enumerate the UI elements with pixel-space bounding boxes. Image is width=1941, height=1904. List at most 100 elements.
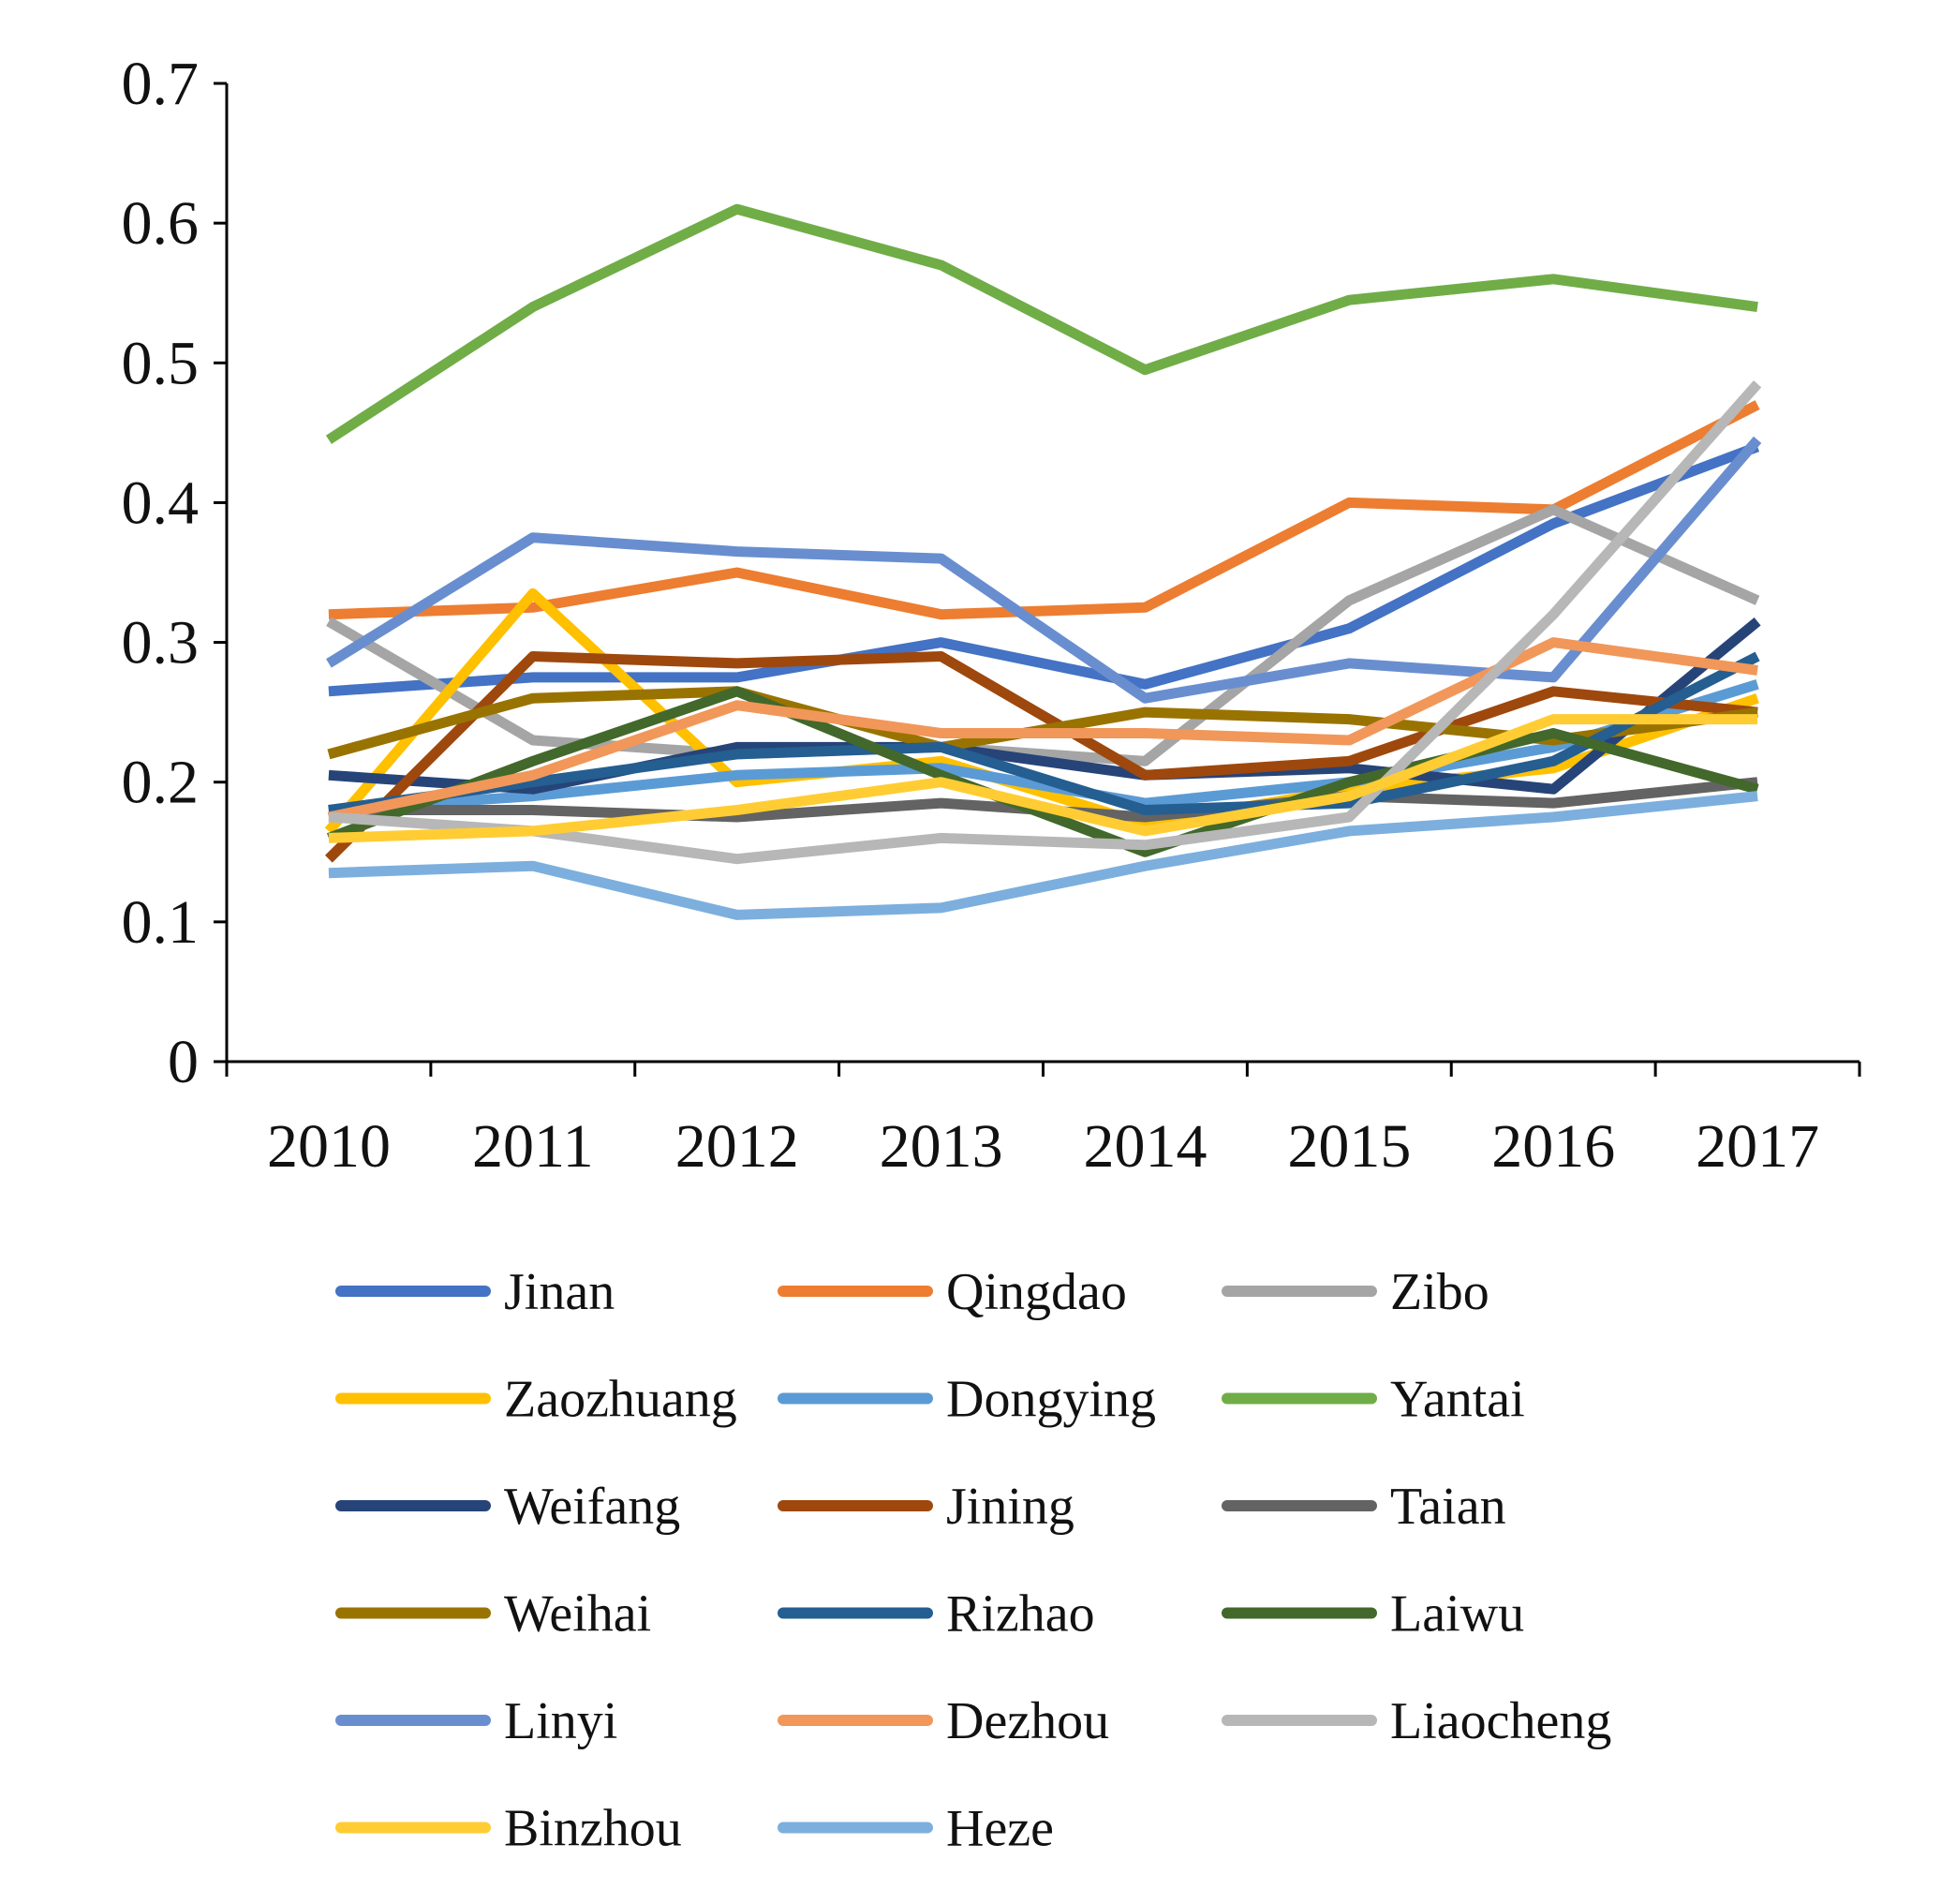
data-point-taian <box>1548 798 1559 809</box>
data-point-liaocheng <box>936 833 946 843</box>
data-point-jining <box>323 854 333 864</box>
data-point-yantai <box>323 435 333 445</box>
legend-label: Heze <box>946 1800 1054 1858</box>
data-point-rizhao <box>1548 756 1559 766</box>
y-tick-label: 0.5 <box>122 329 200 397</box>
legend-item-rizhao: Rizhao <box>778 1585 1095 1644</box>
data-point-zaozhuang <box>1753 693 1763 704</box>
data-point-dezhou <box>1344 735 1355 745</box>
series-line-liaocheng <box>328 380 1762 865</box>
legend-label: Laiwu <box>1390 1585 1524 1644</box>
data-point-zibo <box>323 617 333 627</box>
data-point-dezhou <box>732 700 742 710</box>
data-point-dezhou <box>527 770 538 781</box>
data-point-heze <box>1548 812 1559 823</box>
y-tick-label: 0.2 <box>122 749 200 817</box>
series-line-qingdao <box>328 400 1760 620</box>
data-point-jinan <box>323 686 333 696</box>
data-point-jining <box>732 658 742 668</box>
data-point-jining <box>527 651 538 662</box>
data-point-rizhao <box>1140 805 1150 815</box>
legend-label: Liaocheng <box>1390 1692 1611 1750</box>
data-point-liaocheng <box>1753 379 1763 389</box>
data-point-heze <box>1140 861 1150 871</box>
data-point-qingdao <box>1140 602 1150 613</box>
data-point-yantai <box>1548 274 1559 284</box>
data-point-weihai <box>1344 714 1355 724</box>
legend-label: Taian <box>1390 1478 1506 1536</box>
data-point-rizhao <box>732 749 742 759</box>
data-point-dezhou <box>1140 728 1150 738</box>
data-point-weifang <box>1548 784 1559 795</box>
legend-item-heze: Heze <box>778 1800 1054 1858</box>
legend-item-liaocheng: Liaocheng <box>1222 1692 1611 1750</box>
legend: Jinan Qingdao Zibo Zaozhuang Dongying Yantai W… <box>335 1263 1611 1858</box>
data-point-yantai <box>1140 364 1150 375</box>
data-point-rizhao <box>936 742 946 752</box>
data-point-binzhou <box>732 805 742 815</box>
legend-label: Zaozhuang <box>504 1371 737 1429</box>
data-point-linyi <box>1140 693 1150 704</box>
data-point-dezhou <box>936 728 946 738</box>
data-point-heze <box>732 910 742 920</box>
data-point-yantai <box>527 302 538 312</box>
data-point-zibo <box>1548 504 1559 514</box>
x-tick-label: 2017 <box>1696 1112 1819 1181</box>
data-point-jining <box>1344 756 1355 766</box>
legend-label: Linyi <box>504 1692 617 1750</box>
data-point-qingdao <box>1344 498 1355 508</box>
x-tick-label: 2013 <box>880 1112 1003 1181</box>
data-point-dongying <box>732 770 742 781</box>
data-point-linyi <box>936 554 946 564</box>
data-point-dezhou <box>1753 665 1763 676</box>
legend-item-laiwu: Laiwu <box>1222 1585 1524 1644</box>
y-tick-label: 0.6 <box>122 189 200 258</box>
legend-item-jining: Jining <box>778 1478 1074 1536</box>
data-point-taian <box>527 805 538 815</box>
data-point-weifang <box>1753 617 1763 627</box>
legend-label: Binzhou <box>504 1800 682 1858</box>
data-point-dezhou <box>1548 637 1559 647</box>
y-tick-label: 0.1 <box>122 888 200 957</box>
series-line-yantai <box>325 203 1758 444</box>
series-line-laiwu <box>326 686 1759 857</box>
data-point-jinan <box>732 672 742 682</box>
data-point-heze <box>936 902 946 913</box>
data-point-linyi <box>1548 672 1559 682</box>
legend-item-dezhou: Dezhou <box>778 1692 1109 1750</box>
legend-label: Weihai <box>504 1585 651 1644</box>
legend-item-qingdao: Qingdao <box>778 1263 1127 1321</box>
series-line-linyi <box>326 436 1762 704</box>
data-point-dongying <box>1753 679 1763 690</box>
series-line-heze <box>328 791 1758 920</box>
data-point-jinan <box>1140 679 1150 690</box>
legend-label: Qingdao <box>946 1263 1127 1321</box>
data-point-linyi <box>527 532 538 543</box>
legend-label: Jinan <box>504 1263 615 1321</box>
data-point-jinan <box>527 672 538 682</box>
y-tick-label: 0 <box>168 1028 199 1096</box>
legend-label: Yantai <box>1390 1371 1525 1429</box>
y-axis-ticks: 0 0.1 0.2 0.3 0.4 0.5 0.6 0.7 <box>122 50 227 1096</box>
legend-item-dongying: Dongying <box>778 1371 1156 1429</box>
data-point-binzhou <box>1753 714 1763 724</box>
legend-label: Weifang <box>504 1478 680 1536</box>
data-point-binzhou <box>936 777 946 787</box>
data-point-weihai <box>527 693 538 704</box>
data-point-binzhou <box>323 833 333 843</box>
data-point-qingdao <box>1753 400 1763 410</box>
y-tick-label: 0.3 <box>122 609 200 677</box>
data-point-weihai <box>323 749 333 759</box>
x-tick-label: 2014 <box>1083 1112 1207 1181</box>
legend-item-yantai: Yantai <box>1222 1371 1525 1429</box>
data-point-jinan <box>1548 518 1559 528</box>
data-point-laiwu <box>1344 777 1355 787</box>
x-tick-label: 2011 <box>472 1112 594 1181</box>
legend-label: Dongying <box>946 1371 1156 1429</box>
x-tick-label: 2010 <box>267 1112 391 1181</box>
data-point-rizhao <box>1753 651 1763 662</box>
data-point-zibo <box>527 735 538 745</box>
data-point-jining <box>1140 770 1150 781</box>
data-point-taian <box>936 798 946 809</box>
data-point-yantai <box>936 260 946 270</box>
